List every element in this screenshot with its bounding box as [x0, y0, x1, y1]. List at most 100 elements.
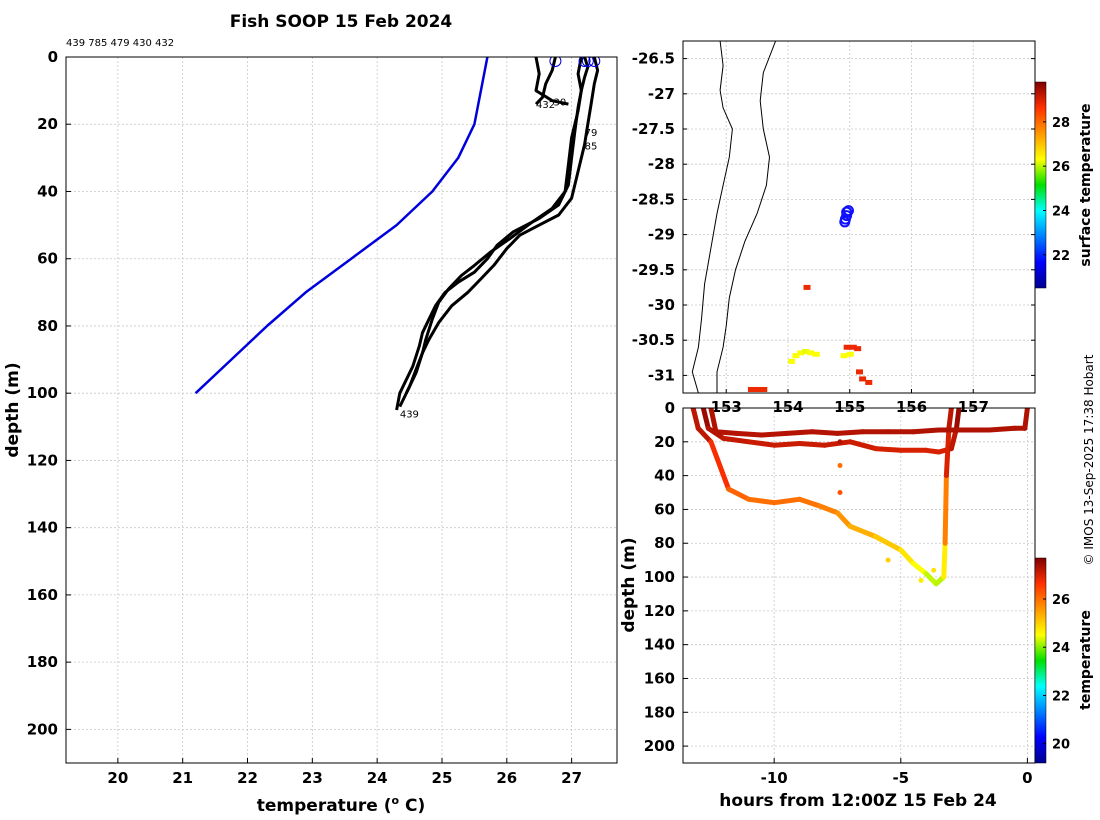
time-track-segment: [690, 408, 701, 431]
time-track-segment: [797, 496, 823, 509]
map-colorbar-tick-label: 28: [1052, 116, 1070, 131]
map-surface-point: [812, 351, 820, 357]
map-y-tick-label: -27.5: [632, 120, 675, 138]
time-y-tick-label: 120: [644, 602, 675, 620]
map-colorbar-tick-label: 22: [1052, 249, 1070, 264]
surface-marker-circle: [578, 57, 591, 67]
time-frame: [682, 407, 1036, 764]
map-surface-point: [797, 350, 805, 356]
surface-marker-circle: [588, 57, 601, 67]
map-colorbar-tick-label: 24: [1052, 204, 1070, 219]
map-surface-point: [854, 346, 862, 352]
profile-annotation-label: 432: [536, 100, 555, 111]
map-surface-point: [788, 358, 796, 364]
time-points: [837, 439, 937, 583]
time-track-segment: [746, 496, 777, 506]
time-depth-chart: -10 -5 0 0 20 40 60 80 100 120 140 160 180 200 hours…: [619, 399, 1094, 811]
time-x-tick-label: -10: [761, 769, 788, 787]
map-profile-circle: [841, 206, 853, 218]
profile-y-tick-label: 120: [27, 451, 58, 469]
time-track-segment: [733, 430, 764, 438]
map-y-tick-label: -26.5: [632, 50, 675, 68]
map-surface-points: [747, 205, 873, 392]
time-colorbar-tick-label: 24: [1052, 641, 1070, 656]
surface-markers: [549, 57, 601, 67]
time-track-segment: [721, 435, 752, 445]
time-track-segment: [759, 430, 790, 438]
map-surface-point: [807, 350, 815, 356]
time-x-ticks: -10 -5 0: [761, 758, 1033, 787]
time-point: [837, 462, 843, 468]
time-y-tick-label: 0: [665, 399, 675, 417]
time-track-segment: [986, 425, 1018, 433]
time-x-axis-label: hours from 12:00Z 15 Feb 24: [719, 791, 997, 811]
profile-y-tick-label: 180: [27, 653, 58, 671]
time-x-tick-label: -5: [892, 769, 909, 787]
time-track-segment: [726, 486, 752, 502]
profile-y-tick-label: 20: [37, 115, 58, 133]
time-colorbar-tick-label: 22: [1052, 689, 1070, 704]
profile-series: [194, 57, 600, 411]
time-track-segment: [873, 534, 904, 553]
map-surface-point: [859, 376, 867, 382]
time-point: [931, 567, 937, 573]
map-x-ticks: 153 154 155 156 157: [711, 389, 989, 416]
profile-x-tick-label: 27: [561, 769, 582, 787]
time-track-segment: [822, 439, 853, 448]
time-colorbar-tick-label: 20: [1052, 738, 1070, 753]
time-colorbar-tick-label: 26: [1052, 593, 1070, 608]
map-colorbar-ticks: 22 24 26 28: [1043, 116, 1070, 264]
time-track-segment: [713, 429, 739, 436]
map-surface-point: [865, 379, 873, 385]
time-track-segment: [700, 408, 711, 431]
profile-line-785: [398, 57, 600, 408]
map-colorbar-label: surface temperature: [1078, 103, 1094, 266]
time-track-segment: [746, 439, 777, 448]
profile-x-ticks: 20 21 22 23 24 25 26 27: [107, 758, 582, 787]
map-y-tick-label: -28.5: [632, 190, 675, 208]
time-point: [837, 490, 843, 496]
x-axis-label-main: temperature (: [257, 796, 392, 816]
map-y-tick-label: -30.5: [632, 331, 675, 349]
time-y-axis-label: depth (m): [619, 537, 639, 632]
profile-x-tick-label: 24: [367, 769, 388, 787]
time-y-tick-label: 160: [644, 669, 675, 687]
profile-line-439: [395, 57, 590, 411]
map-y-tick-label: -29.5: [632, 261, 675, 279]
time-y-tick-label: 80: [654, 534, 675, 552]
time-track-segment: [835, 510, 853, 529]
profile-x-tick-label: 22: [237, 769, 258, 787]
time-track-segment: [771, 441, 802, 448]
map-x-tick-label: 157: [958, 398, 989, 416]
map-colorbar-tick-label: 26: [1052, 160, 1070, 175]
time-track-segment: [946, 408, 954, 431]
map-gridlines: [683, 41, 1035, 393]
map-surface-point: [760, 386, 768, 392]
time-point: [918, 577, 924, 583]
map-y-tick-label: -27: [648, 85, 675, 103]
time-track-segment: [847, 439, 878, 452]
shelf-contour-line: [716, 41, 777, 393]
x-axis-label: temperature (o C): [257, 794, 426, 816]
profile-y-tick-label: 160: [27, 586, 58, 604]
time-track-segment: [835, 429, 866, 436]
map-surface-point: [846, 351, 854, 357]
map-surface-point: [843, 344, 851, 350]
profile-x-tick-label: 21: [172, 769, 193, 787]
surface-marker-circle: [549, 57, 562, 67]
map-surface-point: [747, 386, 755, 392]
time-track-segment: [817, 503, 840, 516]
time-track-segment: [708, 408, 719, 435]
profile-y-tick-label: 100: [27, 384, 58, 402]
profile-annotation-label: 85: [585, 141, 598, 152]
map-surface-point: [840, 353, 848, 359]
profile-y-tick-label: 0: [48, 48, 58, 66]
profile-y-ticks: 0 20 40 60 80 100 120 140 160 180 200: [27, 48, 71, 738]
time-track-segment: [942, 473, 949, 546]
time-track-segment: [695, 425, 714, 445]
time-track-segment: [708, 439, 732, 492]
credit-text: © IMOS 13-Sep-2025 17:38 Hobart: [1082, 354, 1096, 565]
